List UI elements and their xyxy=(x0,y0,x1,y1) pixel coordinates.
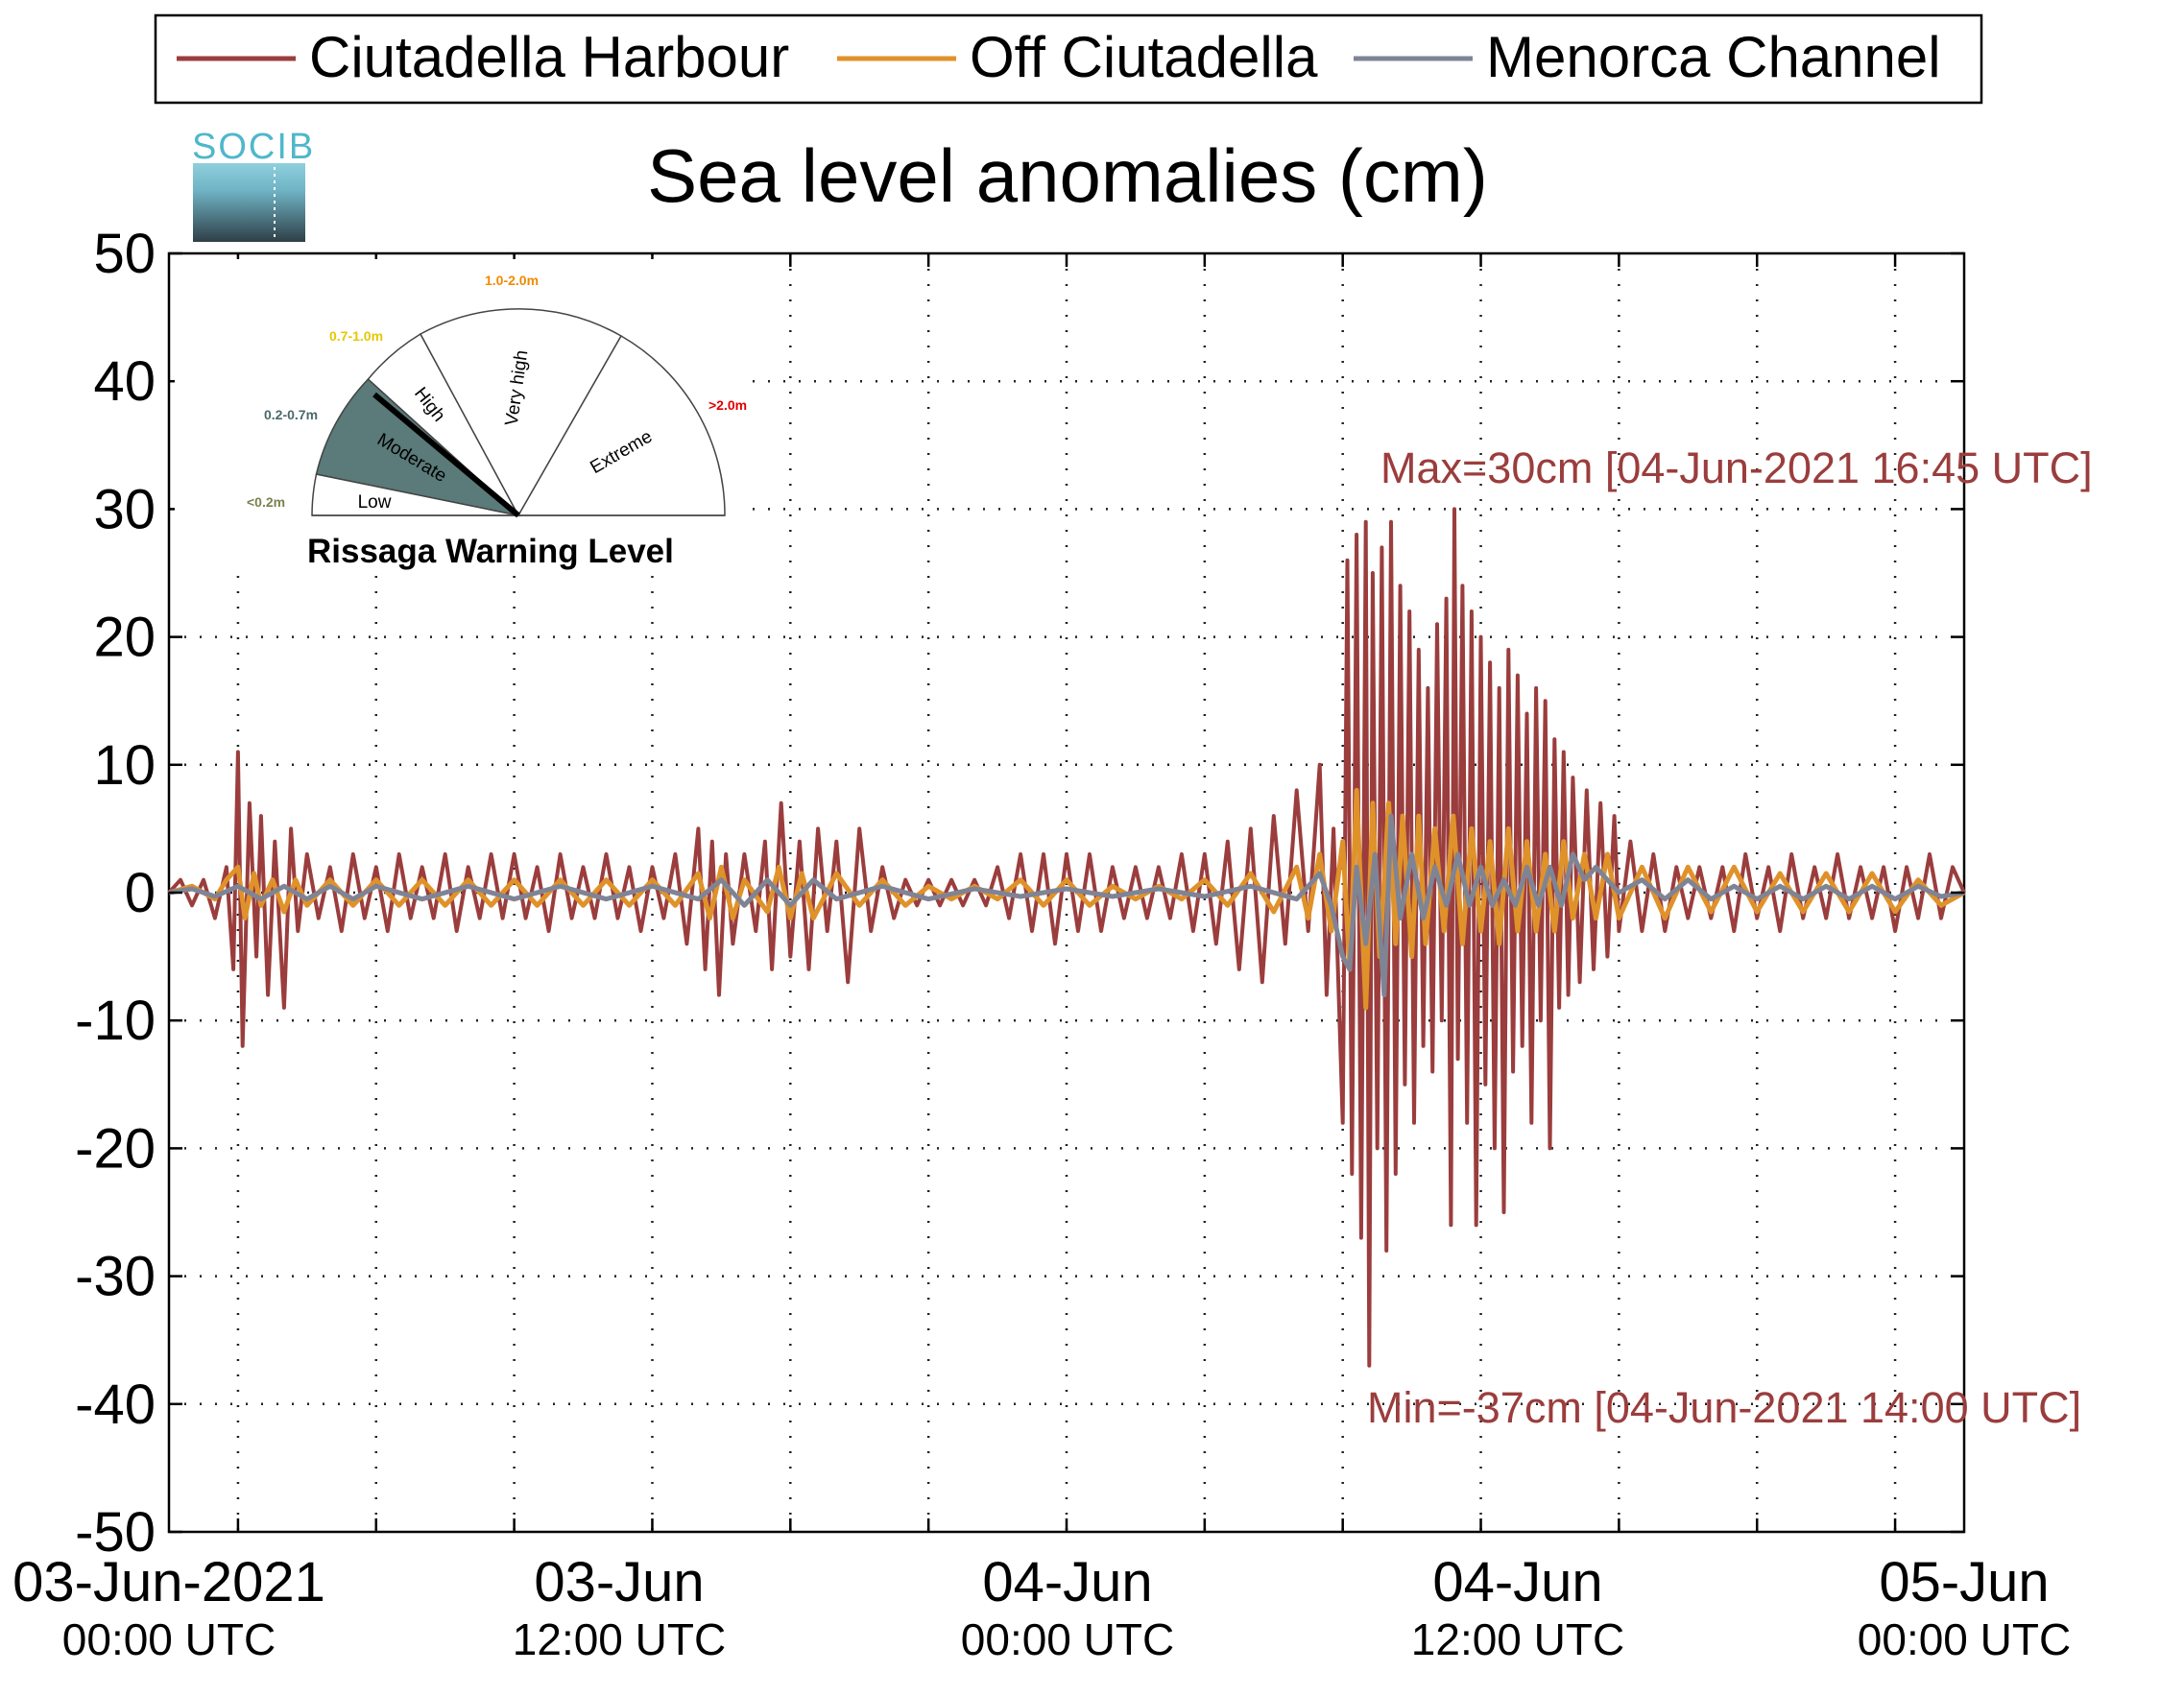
y-tick-label: -30 xyxy=(75,1246,156,1308)
x-tick-label-date: 04-Jun xyxy=(1432,1551,1602,1613)
chart-title: Sea level anomalies (cm) xyxy=(647,133,1488,218)
legend: Ciutadella Harbour Off Ciutadella Menorc… xyxy=(154,13,1983,105)
range-label-high: 0.7-1.0m xyxy=(329,328,383,344)
rissaga-gauge: Low Moderate High Very high Extreme <0.2… xyxy=(175,259,751,576)
socib-logo: SOCIB xyxy=(192,127,315,242)
legend-label-menorca-channel: Menorca Channel xyxy=(1486,25,1941,89)
legend-label-off-ciutadella: Off Ciutadella xyxy=(970,25,1318,89)
gauge-sector-very-high xyxy=(419,308,623,517)
y-tick-label: -50 xyxy=(75,1501,156,1564)
y-tick-label: 50 xyxy=(93,223,156,285)
series-line-menorca-channel xyxy=(168,813,1965,998)
series-line-off-ciutadella xyxy=(168,787,1966,1011)
y-tick-label: -20 xyxy=(75,1117,156,1180)
logo-block xyxy=(193,163,305,242)
range-label-moderate: 0.2-0.7m xyxy=(264,407,318,422)
x-tick-label-date: 03-Jun-2021 xyxy=(12,1551,325,1613)
x-tick-label-date: 05-Jun xyxy=(1879,1551,2049,1613)
y-tick-label: 0 xyxy=(125,862,156,924)
range-label-extreme: >2.0m xyxy=(708,397,747,413)
series-line-ciutadella-harbour xyxy=(167,507,1966,1368)
y-tick-label: 40 xyxy=(93,350,156,413)
gauge-sector-moderate xyxy=(315,377,521,517)
x-tick-label-time: 00:00 UTC xyxy=(62,1614,276,1664)
legend-box xyxy=(154,13,1983,105)
x-tick-label-time: 00:00 UTC xyxy=(1858,1614,2071,1664)
series-lines xyxy=(167,507,1966,1368)
x-tick-label-time: 12:00 UTC xyxy=(1411,1614,1624,1664)
x-tick-label-time: 12:00 UTC xyxy=(513,1614,726,1664)
range-label-low: <0.2m xyxy=(247,494,285,510)
y-tick-label: 30 xyxy=(93,478,156,540)
gauge-needle xyxy=(372,392,520,518)
y-tick-label: -10 xyxy=(75,990,156,1052)
gauge-sector-extreme xyxy=(516,334,726,516)
y-tick-label: -40 xyxy=(75,1374,156,1436)
legend-label-ciutadella-harbour: Ciutadella Harbour xyxy=(309,25,789,89)
x-tick-label-date: 03-Jun xyxy=(534,1551,704,1613)
sector-label-low: Low xyxy=(358,492,392,513)
y-tick-label: 20 xyxy=(93,607,156,669)
max-annotation: Max=30cm [04-Jun-2021 16:45 UTC] xyxy=(1380,443,2093,492)
gauge-title: Rissaga Warning Level xyxy=(307,533,674,570)
x-tick-label-time: 00:00 UTC xyxy=(961,1614,1174,1664)
x-tick-label-date: 04-Jun xyxy=(982,1551,1152,1613)
logo-text: SOCIB xyxy=(192,127,315,167)
y-tick-label: 10 xyxy=(93,734,156,797)
range-label-very-high: 1.0-2.0m xyxy=(485,273,539,288)
min-annotation: Min=-37cm [04-Jun-2021 14:00 UTC] xyxy=(1367,1383,2081,1432)
